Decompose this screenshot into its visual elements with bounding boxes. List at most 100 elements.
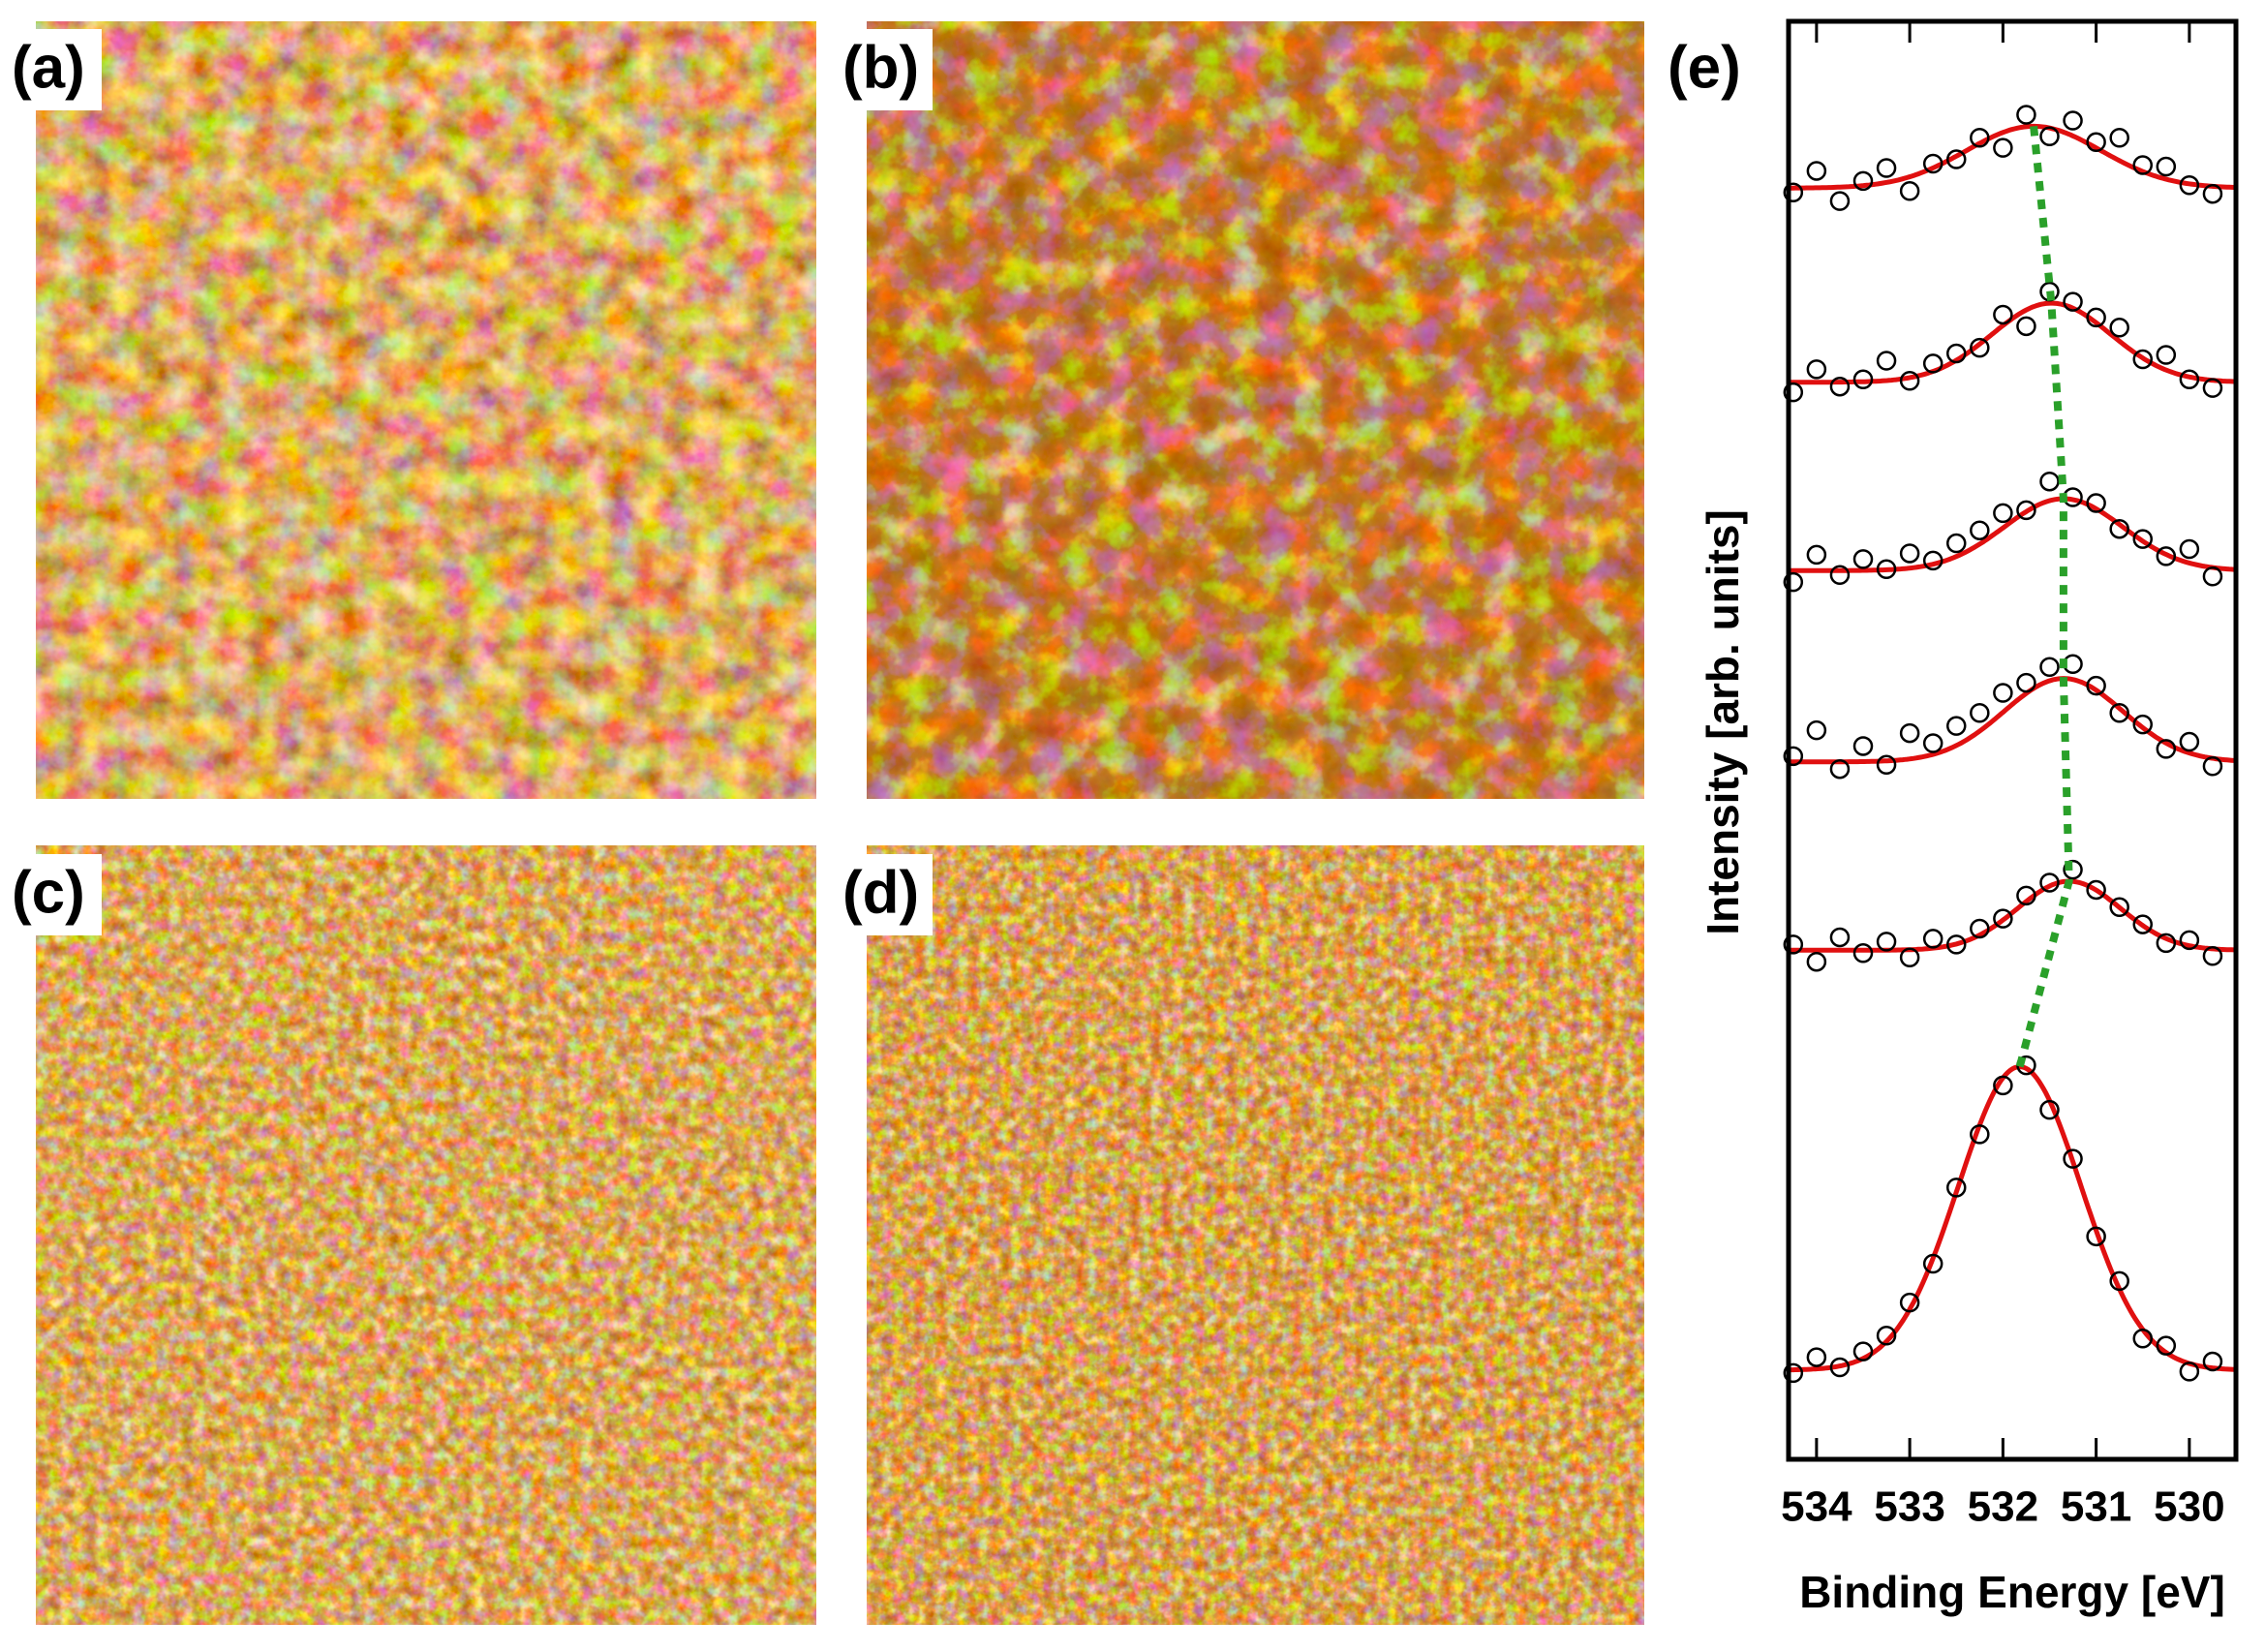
data-point (2016, 500, 2036, 521)
data-point (1946, 716, 1967, 736)
data-point (1993, 1075, 2013, 1096)
data-point (1783, 934, 1804, 955)
stm-image (867, 845, 1644, 1625)
x-tick-label: 530 (2154, 1484, 2224, 1531)
data-point (2202, 946, 2223, 966)
data-point (2063, 110, 2083, 131)
data-point (2086, 879, 2106, 901)
data-point (1829, 927, 1851, 948)
x-axis-label: Binding Energy [eV] (1799, 1567, 2225, 1617)
x-tick-label: 532 (1968, 1484, 2038, 1531)
data-point (1899, 180, 1920, 201)
data-point (1829, 191, 1851, 211)
data-point (2063, 1148, 2083, 1169)
data-point (1876, 932, 1897, 952)
data-point (2179, 369, 2200, 390)
x-tick-label: 531 (2061, 1484, 2131, 1531)
data-point (1993, 503, 2013, 524)
data-point (1946, 343, 1967, 364)
data-point (1876, 1326, 1897, 1346)
data-point (1899, 1292, 1920, 1313)
data-point (2086, 132, 2106, 152)
fit-curve (1789, 496, 2237, 573)
data-point (1806, 359, 1827, 380)
data-point (2039, 872, 2060, 893)
data-point (1993, 683, 2013, 703)
data-point (2132, 349, 2153, 370)
data-point (2179, 538, 2200, 560)
data-point (2063, 859, 2083, 880)
data-point (1806, 161, 1827, 181)
data-point (1899, 947, 1920, 967)
data-point (1829, 758, 1851, 780)
data-point (1993, 304, 2013, 325)
stm-image (867, 21, 1644, 799)
data-point (2086, 1226, 2106, 1247)
data-point (1829, 565, 1851, 585)
data-point (2039, 126, 2060, 147)
data-point (1876, 754, 1897, 775)
stm-image (36, 21, 816, 799)
fit-curve (1788, 1064, 2237, 1373)
data-point (2039, 471, 2060, 492)
data-point (2202, 378, 2223, 398)
data-point (1993, 908, 2013, 929)
data-point (2109, 1270, 2129, 1292)
plot-frame (1786, 18, 2239, 1462)
data-point (1829, 1357, 1851, 1378)
label-box (831, 854, 933, 935)
data-point (2039, 657, 2060, 678)
data-point (1946, 1178, 1967, 1198)
peak-line (2015, 126, 2073, 1068)
data-point (2156, 345, 2177, 365)
data-point (2086, 307, 2106, 328)
data-point (1852, 943, 1874, 964)
data-point (2202, 755, 2223, 777)
data-point (1876, 559, 1897, 580)
data-point (2109, 518, 2129, 539)
data-point (1852, 170, 1874, 192)
data-point (1970, 1124, 1990, 1145)
data-point (1946, 533, 1967, 554)
data-point (2132, 914, 2153, 934)
data-point (1876, 351, 1897, 371)
data-point (2202, 1351, 2223, 1372)
data-point (2156, 156, 2177, 177)
data-point (2039, 1099, 2060, 1120)
data-point (1806, 719, 1827, 741)
label-box (0, 854, 102, 935)
data-point (1946, 934, 1967, 955)
data-point (1806, 544, 1827, 566)
data-point (1806, 1347, 1827, 1367)
data-point (1899, 722, 1920, 744)
data-point (1993, 138, 2013, 158)
y-axis-label: Intensity [arb. units] (1698, 509, 1748, 935)
data-point (2132, 714, 2153, 735)
data-point (2156, 1335, 2177, 1356)
data-point (2016, 672, 2036, 693)
data-point (2063, 291, 2083, 312)
data-point (2179, 175, 2200, 196)
data-point (2109, 897, 2129, 918)
data-point (1852, 1341, 1874, 1361)
fit-curve (1789, 300, 2237, 385)
data-point (1783, 182, 1804, 202)
data-point (2179, 1361, 2200, 1382)
data-point (1970, 128, 1990, 148)
data-point (2109, 318, 2129, 338)
data-point (2202, 183, 2223, 204)
label-box (831, 29, 933, 110)
data-point (2016, 885, 2036, 906)
data-point (1783, 1362, 1804, 1384)
data-point (2202, 566, 2223, 587)
data-point (2016, 105, 2036, 125)
data-point (1922, 550, 1944, 571)
data-point (2156, 546, 2177, 566)
data-point (1922, 153, 1944, 174)
data-point (1899, 543, 1920, 564)
data-point (2109, 128, 2129, 148)
data-point (1970, 337, 1990, 358)
data-point (1970, 520, 1990, 540)
label-box (0, 29, 102, 110)
data-point (1946, 149, 1967, 169)
